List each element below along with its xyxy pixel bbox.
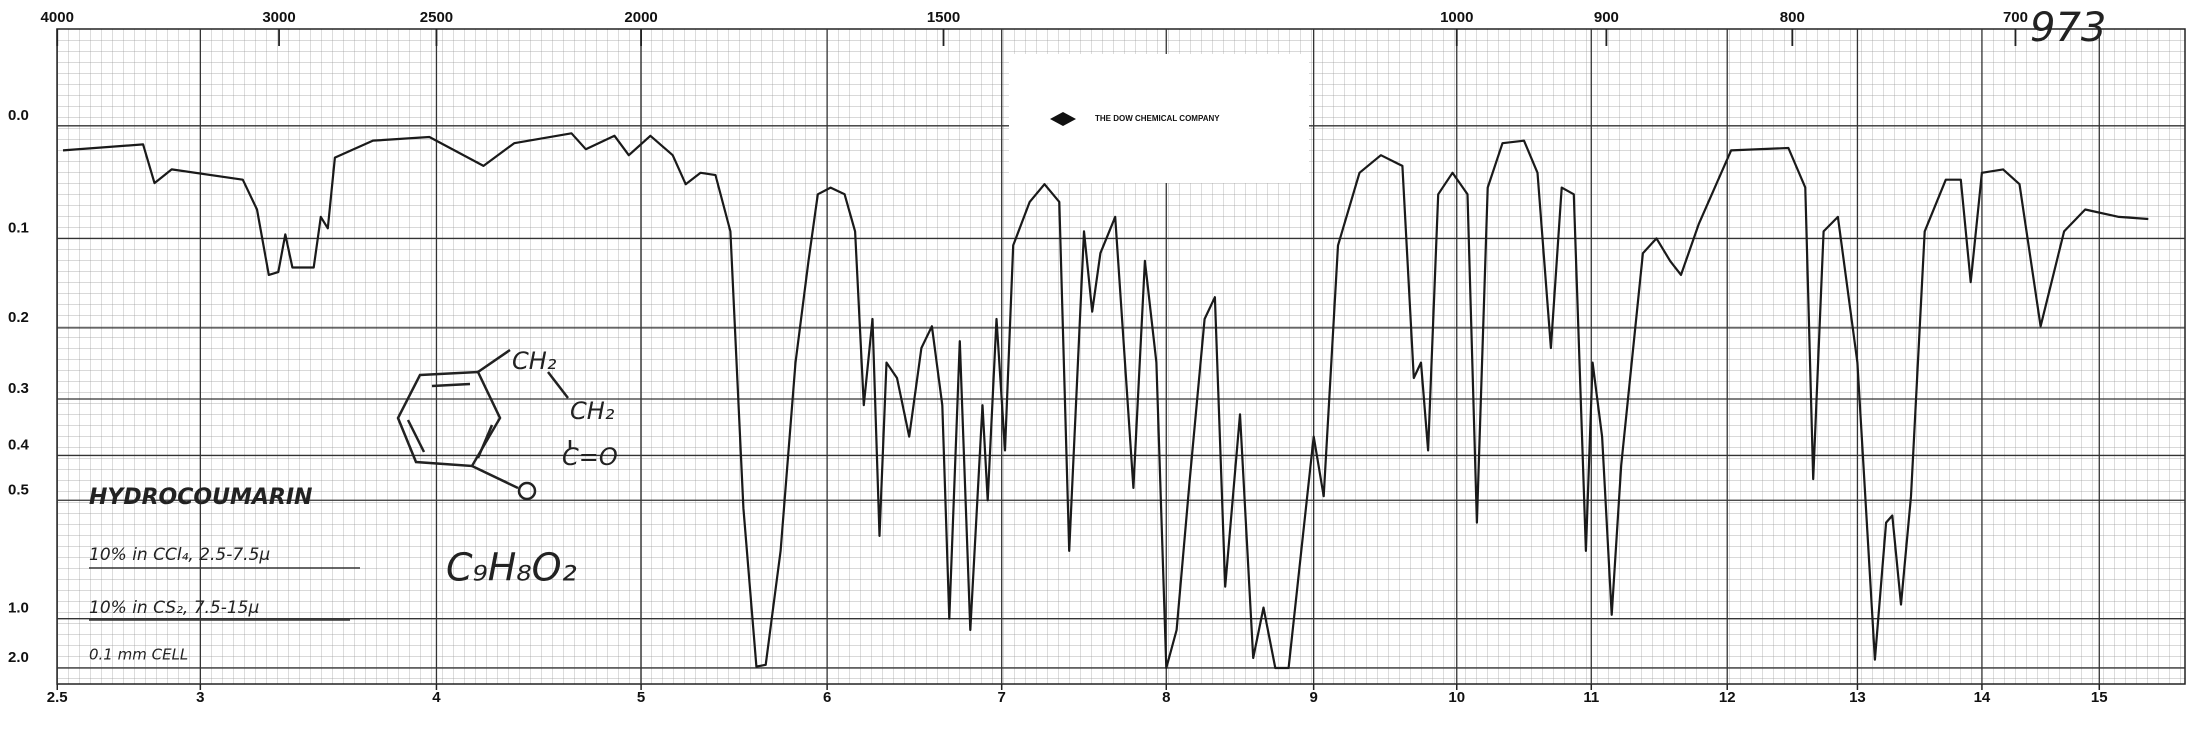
condition: 10% in CCl₄, 2.5-7.5µ (89, 545, 270, 565)
x-tick-label: 7 (998, 689, 1006, 706)
y-tick-label: 0.4 (8, 436, 30, 453)
y-tick-label: 0.5 (8, 481, 29, 498)
x-tick-label: 13 (1849, 689, 1866, 706)
x-tick-label: 11 (1583, 689, 1599, 706)
structure-label: CH₂ (512, 347, 557, 375)
compound-name: HYDROCOUMARIN (89, 485, 312, 510)
x2-tick-label: 2000 (624, 9, 657, 26)
condition: 0.1 mm CELL (89, 646, 188, 664)
x-tick-label: 9 (1309, 689, 1317, 706)
y-tick-label: 2.0 (8, 649, 29, 666)
x-tick-label: 5 (637, 689, 645, 706)
stamp-number: 973 (2030, 5, 2106, 51)
x2-tick-label: 2500 (420, 9, 453, 26)
x-tick-label: 12 (1719, 689, 1736, 706)
company-name: THE DOW CHEMICAL COMPANY (1095, 114, 1220, 123)
y-tick-label: 0.3 (8, 380, 29, 397)
x-tick-label: 3 (196, 689, 204, 706)
y-tick-label: 1.0 (8, 600, 29, 617)
y-tick-label: 0.1 (8, 219, 29, 236)
x2-tick-label: 800 (1780, 9, 1805, 26)
y-tick-label: 0.0 (8, 107, 29, 124)
grid (56, 29, 2185, 684)
x2-tick-label: 4000 (41, 9, 74, 26)
x2-tick-label: 1500 (927, 9, 960, 26)
x-tick-label: 15 (2091, 689, 2108, 706)
spectrum-line (62, 132, 2149, 670)
x2-tick-label: 700 (2003, 9, 2028, 26)
formula: C₉H₈O₂ (446, 546, 577, 590)
x2-tick-label: 3000 (262, 9, 295, 26)
x-tick-label: 10 (1448, 689, 1465, 706)
x2-tick-label: 1000 (1440, 9, 1473, 26)
x-tick-label: 8 (1162, 689, 1170, 706)
x2-tick-label: 900 (1594, 9, 1619, 26)
condition: 10% in CS₂, 7.5-15µ (89, 598, 259, 618)
structure-label: CH₂ (570, 397, 615, 425)
x-tick-label: 6 (823, 689, 831, 706)
x-tick-label: 4 (432, 689, 441, 706)
structure (396, 348, 572, 501)
x-tick-label: 2.5 (47, 689, 68, 706)
logo-diamond (1050, 112, 1076, 126)
structure-label: C=O (562, 443, 618, 471)
y-tick-label: 0.2 (8, 309, 29, 326)
x-tick-label: 14 (1974, 689, 1991, 706)
